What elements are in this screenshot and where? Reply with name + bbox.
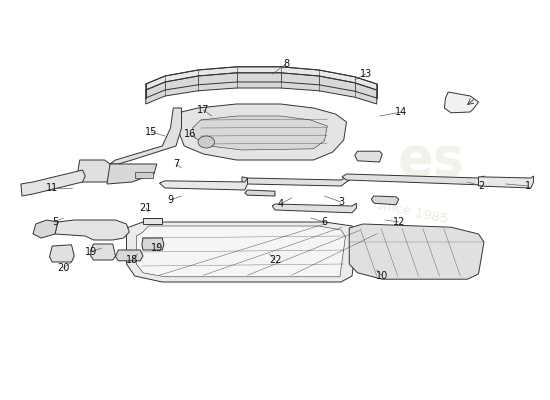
Text: 18: 18 <box>126 255 138 265</box>
Text: 2: 2 <box>478 181 485 191</box>
Text: 14: 14 <box>395 107 408 117</box>
Polygon shape <box>179 104 346 160</box>
Polygon shape <box>136 226 345 277</box>
Polygon shape <box>478 176 534 188</box>
Text: a passion for parts: a passion for parts <box>320 241 417 271</box>
Text: 3: 3 <box>338 197 344 207</box>
Text: 5: 5 <box>52 217 58 227</box>
Polygon shape <box>135 172 153 178</box>
Text: 22: 22 <box>269 255 281 265</box>
Polygon shape <box>110 108 182 164</box>
Polygon shape <box>104 164 157 184</box>
Text: 1: 1 <box>525 181 531 191</box>
Polygon shape <box>192 116 327 150</box>
Text: 19: 19 <box>151 243 163 253</box>
Text: 6: 6 <box>321 217 328 227</box>
Polygon shape <box>371 196 399 205</box>
Polygon shape <box>245 190 275 196</box>
Text: 11: 11 <box>46 183 58 193</box>
Polygon shape <box>355 151 382 162</box>
Text: 19: 19 <box>85 247 97 257</box>
Polygon shape <box>160 178 248 190</box>
Text: 17: 17 <box>197 105 210 115</box>
Polygon shape <box>349 224 484 279</box>
Text: 15: 15 <box>145 127 157 137</box>
Polygon shape <box>342 174 484 185</box>
Polygon shape <box>50 245 74 262</box>
Polygon shape <box>272 203 356 213</box>
Text: 8: 8 <box>283 59 289 69</box>
Text: 20: 20 <box>57 263 69 273</box>
Text: since 1985: since 1985 <box>376 198 449 226</box>
Polygon shape <box>142 238 164 250</box>
Polygon shape <box>143 218 162 224</box>
Text: 12: 12 <box>393 217 405 227</box>
Text: 13: 13 <box>360 69 372 79</box>
Polygon shape <box>55 220 129 240</box>
Text: 4: 4 <box>277 199 284 209</box>
Polygon shape <box>91 244 116 260</box>
Polygon shape <box>444 92 478 113</box>
Polygon shape <box>21 170 85 196</box>
Polygon shape <box>242 176 349 186</box>
Polygon shape <box>146 67 377 98</box>
Polygon shape <box>33 220 58 238</box>
Text: 16: 16 <box>184 129 196 139</box>
Polygon shape <box>126 222 358 282</box>
Text: es: es <box>398 134 465 186</box>
Text: 21: 21 <box>140 203 152 213</box>
Text: 9: 9 <box>167 195 174 205</box>
Circle shape <box>198 136 214 148</box>
Polygon shape <box>77 160 110 182</box>
Text: 10: 10 <box>376 271 388 281</box>
Polygon shape <box>146 73 377 104</box>
Text: 7: 7 <box>173 159 179 169</box>
Polygon shape <box>116 250 143 261</box>
